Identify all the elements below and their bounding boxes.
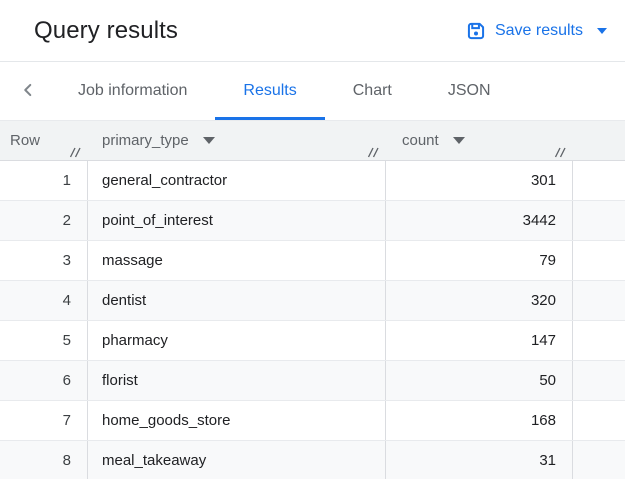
column-header-filler (573, 121, 625, 160)
column-header-count: count (386, 121, 573, 160)
row-number-cell: 7 (0, 401, 88, 440)
panel-header: Query results Save results (0, 0, 625, 62)
count-cell: 31 (386, 441, 573, 479)
table-row: 5 pharmacy 147 (0, 321, 625, 361)
row-number-cell: 2 (0, 201, 88, 240)
column-resize-handle[interactable] (554, 147, 567, 158)
count-cell: 320 (386, 281, 573, 320)
column-menu-caret-icon[interactable] (452, 137, 465, 144)
primary-type-cell: general_contractor (88, 161, 386, 200)
table-row: 8 meal_takeaway 31 (0, 441, 625, 479)
column-header-row: Row (0, 121, 88, 160)
filler-cell (573, 401, 625, 440)
count-cell: 168 (386, 401, 573, 440)
save-results-label: Save results (494, 21, 583, 39)
row-number-cell: 8 (0, 441, 88, 479)
count-cell: 3442 (386, 201, 573, 240)
tab-job-information[interactable]: Job information (78, 82, 188, 99)
primary-type-cell: home_goods_store (88, 401, 386, 440)
row-number-cell: 4 (0, 281, 88, 320)
primary-type-cell: florist (88, 361, 386, 400)
column-resize-handle[interactable] (367, 147, 380, 158)
table-row: 6 florist 50 (0, 361, 625, 401)
primary-type-cell: point_of_interest (88, 201, 386, 240)
filler-cell (573, 161, 625, 200)
save-results-button[interactable]: Save results (466, 21, 607, 41)
results-tabbar: Job information Results Chart JSON (0, 62, 625, 121)
filler-cell (573, 361, 625, 400)
column-header-primary-type: primary_type (88, 121, 386, 160)
tab-results[interactable]: Results (215, 62, 326, 120)
primary-type-cell: dentist (88, 281, 386, 320)
table-row: 7 home_goods_store 168 (0, 401, 625, 441)
tab-json[interactable]: JSON (447, 82, 491, 99)
row-number-cell: 3 (0, 241, 88, 280)
count-cell: 79 (386, 241, 573, 280)
table-header: Row primary_type count (0, 121, 625, 161)
chevron-left-icon (17, 79, 39, 104)
table-row: 1 general_contractor 301 (0, 161, 625, 201)
column-resize-handle[interactable] (69, 147, 82, 158)
dropdown-caret-icon (597, 27, 607, 34)
table-row: 4 dentist 320 (0, 281, 625, 321)
row-number-cell: 5 (0, 321, 88, 360)
save-icon (466, 21, 486, 41)
column-menu-caret-icon[interactable] (202, 137, 215, 144)
filler-cell (573, 201, 625, 240)
table-row: 3 massage 79 (0, 241, 625, 281)
count-cell: 301 (386, 161, 573, 200)
column-label: Row (10, 132, 41, 149)
back-button[interactable] (6, 62, 50, 120)
table-row: 2 point_of_interest 3442 (0, 201, 625, 241)
count-cell: 147 (386, 321, 573, 360)
tab-chart[interactable]: Chart (352, 82, 392, 99)
page-title: Query results (34, 16, 179, 44)
filler-cell (573, 441, 625, 479)
primary-type-cell: meal_takeaway (88, 441, 386, 479)
count-cell: 50 (386, 361, 573, 400)
row-number-cell: 6 (0, 361, 88, 400)
filler-cell (573, 321, 625, 360)
filler-cell (573, 241, 625, 280)
filler-cell (573, 281, 625, 320)
row-number-cell: 1 (0, 161, 88, 200)
primary-type-cell: pharmacy (88, 321, 386, 360)
primary-type-cell: massage (88, 241, 386, 280)
column-label: primary_type (102, 132, 189, 149)
column-label: count (402, 132, 439, 149)
